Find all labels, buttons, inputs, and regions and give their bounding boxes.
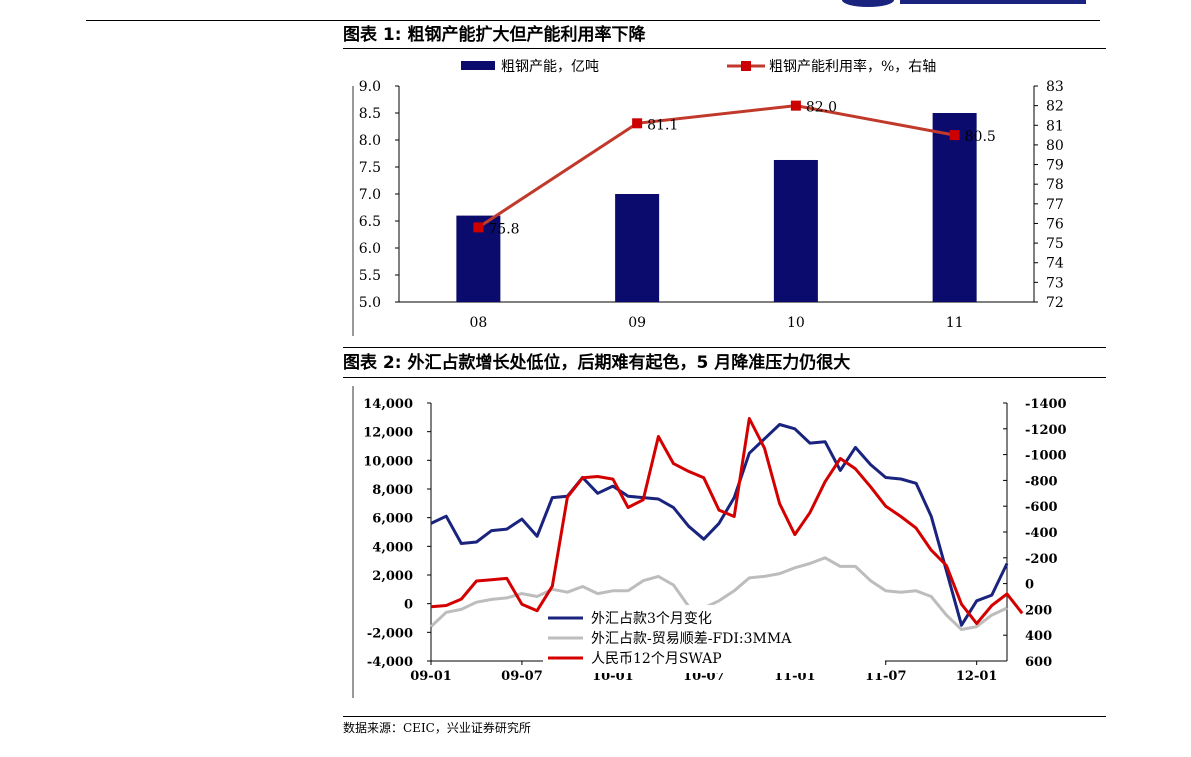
y-tick-label-left: 5.5 [359,268,381,284]
company-logo [842,0,1086,7]
series-line-0 [430,423,1009,627]
fx-reserve-chart: -4,000 -2,000 0 2,000 4,000 6,000 8,000 10,000 1… [352,386,1067,698]
y-tick-label-left: 0 [404,598,413,613]
legend-label-0: 外汇占款3个月变化 [591,611,712,627]
y-tick-label-right: 80 [1046,138,1064,154]
y-tick-label-right: 82 [1046,99,1064,115]
y-tick-label-right: 77 [1046,197,1064,213]
y-tick-label-left: 12,000 [363,426,413,441]
y-tick-label-left: -4,000 [367,655,413,670]
y-tick-label-right: -600 [1025,500,1058,515]
y-tick-label-right: 74 [1046,256,1064,272]
y-tick-label-left: 5.0 [359,295,381,311]
legend-label-1: 外汇占款-贸易顺差-FDI:3MMA [591,631,792,647]
y-tick-label-left: 6.5 [359,214,381,230]
legend-box [543,605,885,673]
figure1-title: 图表 1: 粗钢产能扩大但产能利用率下降 [343,25,646,45]
y-tick-label-left: 14,000 [363,397,413,412]
x-tick-label: 09-01 [410,669,452,684]
x-tick-label: 09 [628,315,646,331]
y-tick-label-left: 10,000 [363,454,413,469]
x-tick-label: 11 [946,315,964,331]
y-tick-label-left: 7.0 [359,187,381,203]
y-tick-label-right: -1400 [1025,397,1067,412]
y-tick-label-left: -2,000 [367,626,413,641]
utilization-data-label: 80.5 [965,129,996,145]
utilization-marker [790,100,801,111]
figure2-title-rule-top [343,347,1106,348]
y-tick-label-right: 0 [1025,578,1034,593]
y-tick-label-left: 8.5 [359,106,381,122]
y-tick-label-left: 8,000 [372,483,413,498]
series-line-2 [430,417,1024,626]
utilization-marker [473,222,484,233]
x-tick-label: 09-07 [501,669,543,684]
y-tick-label-right: 72 [1046,295,1064,311]
utilization-data-label: 82.0 [806,100,837,116]
y-tick-label-right: -1000 [1025,449,1067,464]
figure2-title-rule [343,377,1106,378]
legend-label-2: 人民币12个月SWAP [591,651,722,667]
y-tick-label-right: -1200 [1025,423,1067,438]
utilization-marker [949,130,960,141]
y-tick-label-right: 79 [1046,158,1064,174]
y-tick-label-right: -200 [1025,552,1058,567]
x-tick-label: 08 [469,315,487,331]
source-note: 数据来源：CEIC，兴业证券研究所 [343,721,531,735]
y-tick-label-right: 81 [1046,118,1064,134]
y-tick-label-right: 600 [1025,655,1052,670]
figure2-title: 图表 2: 外汇占款增长处低位，后期难有起色，5 月降准压力仍很大 [343,353,851,373]
utilization-data-label: 75.8 [488,221,519,237]
utilization-marker [632,118,643,129]
series-line-1 [429,556,1008,631]
y-tick-label-left: 4,000 [372,540,413,555]
legend-label-utilization: 粗钢产能利用率，%，右轴 [769,58,936,75]
y-tick-label-right: 78 [1046,177,1064,193]
capacity-bar [615,194,660,302]
y-tick-label-left: 6.0 [359,241,381,257]
capacity-bar [773,159,818,302]
y-tick-label-right: 200 [1025,603,1052,618]
y-tick-label-left: 7.5 [359,160,381,176]
utilization-line [477,104,955,229]
figure1-title-rule [343,48,1106,49]
y-tick-label-right: 83 [1046,79,1064,95]
y-tick-label-left: 2,000 [372,569,413,584]
y-tick-label-right: 400 [1025,629,1052,644]
steel-capacity-chart: 5.0 5.5 6.0 6.5 7.0 7.5 8.0 8.5 9.0 72 73 74 75 76 77 7… [352,58,1064,336]
y-tick-label-left: 8.0 [359,133,381,149]
utilization-data-label: 81.1 [647,117,678,133]
source-rule [343,716,1106,717]
y-tick-label-right: -400 [1025,526,1058,541]
y-tick-label-right: 76 [1046,216,1064,232]
y-tick-label-right: 73 [1046,275,1064,291]
legend-swatch-capacity [461,61,495,70]
x-tick-label: 10 [787,315,805,331]
y-tick-label-right: 75 [1046,236,1064,252]
capacity-bar [932,113,977,302]
header-rule [86,20,1100,21]
x-tick-label: 12-01 [956,669,998,684]
y-tick-label-left: 6,000 [372,512,413,527]
y-tick-label-left: 9.0 [359,79,381,95]
y-tick-label-right: -800 [1025,474,1058,489]
legend-marker-utilization [741,61,751,71]
legend-label-capacity: 粗钢产能，亿吨 [501,59,599,75]
